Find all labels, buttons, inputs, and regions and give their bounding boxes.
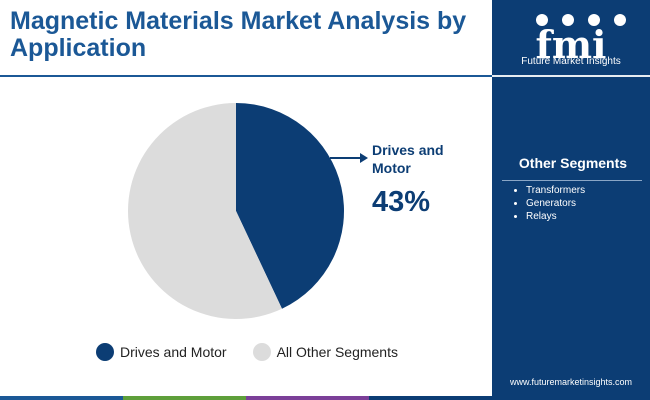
website-url[interactable]: www.futuremarketinsights.com	[509, 377, 633, 387]
legend-label-all-other-segments: All Other Segments	[276, 344, 398, 360]
callout-label: Drives and Motor	[372, 142, 444, 176]
segment-item-transformers: Transformers	[526, 184, 585, 197]
callout-arrow	[330, 153, 368, 163]
legend-item-drives-and-motor: Drives and Motor	[96, 343, 227, 361]
segment-item-generators: Generators	[526, 197, 585, 210]
segments-divider	[502, 180, 642, 181]
fmi-logo: fmi	[536, 14, 626, 67]
logo-text: fmi	[536, 22, 607, 67]
sidebar: fmi Future Market Insights Other Segment…	[492, 0, 650, 400]
segment-item-relays: Relays	[526, 210, 585, 223]
chart-title: Magnetic Materials Market Analysis by Ap…	[10, 7, 467, 62]
other-segments-heading: Other Segments	[518, 155, 628, 171]
legend-swatch-all-other-segments	[252, 343, 271, 361]
segments-list: Transformers Generators Relays	[512, 184, 585, 223]
legend-label-drives-and-motor: Drives and Motor	[120, 344, 227, 360]
legend: Drives and Motor All Other Segments	[96, 343, 424, 361]
callout-value: 43%	[372, 186, 431, 218]
bottom-accent-bar	[0, 396, 492, 400]
logo-subtitle: Future Market Insights	[521, 56, 621, 67]
title-divider	[0, 75, 492, 77]
pie-slice-drives-and-motor	[236, 103, 344, 309]
legend-swatch-drives-and-motor	[96, 343, 114, 361]
legend-item-all-other-segments: All Other Segments	[252, 343, 398, 361]
pie-chart	[128, 103, 344, 319]
pie-slice-all-other-segments	[128, 103, 282, 319]
sidebar-divider	[492, 75, 650, 77]
